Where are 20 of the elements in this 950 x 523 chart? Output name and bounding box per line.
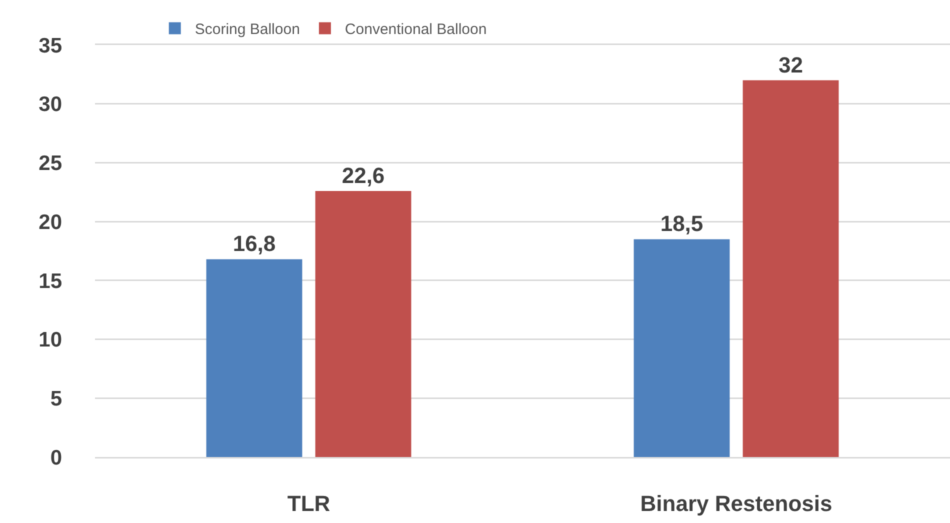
data-label: 22,6 <box>342 162 385 188</box>
x-tick-label: Binary Restenosis <box>640 490 832 516</box>
bar <box>315 190 412 457</box>
data-label: 16,8 <box>232 231 276 256</box>
y-tick-label: 35 <box>38 34 62 58</box>
y-tick-label: 15 <box>38 270 62 293</box>
y-tick-label: 0 <box>50 446 62 470</box>
bar <box>742 80 839 457</box>
x-tick-label: TLR <box>287 490 330 516</box>
y-tick-label: 10 <box>38 328 62 352</box>
y-tick-label: 25 <box>38 152 62 176</box>
y-tick-label: 30 <box>38 93 62 116</box>
data-label: 32 <box>778 52 803 78</box>
y-tick-label: 5 <box>50 387 62 410</box>
bar <box>634 239 730 457</box>
legend-label: Scoring Balloon <box>194 21 300 38</box>
legend-label: Conventional Balloon <box>344 21 487 38</box>
data-label: 18,5 <box>660 211 704 236</box>
y-tick-label: 20 <box>38 210 62 234</box>
bar <box>206 259 302 457</box>
